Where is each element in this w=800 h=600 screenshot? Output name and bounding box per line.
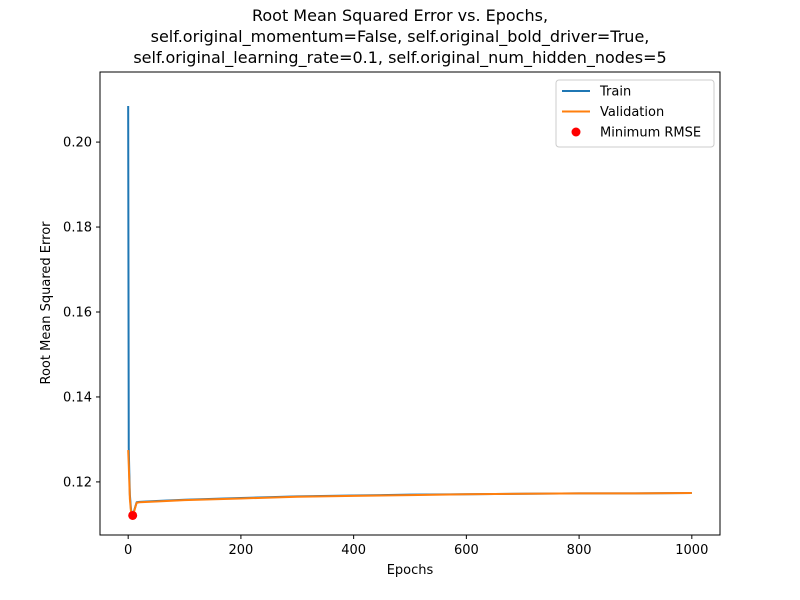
legend-box xyxy=(555,79,715,148)
chart-title-line-1: Root Mean Squared Error vs. Epochs, xyxy=(251,6,549,25)
minimum-rmse-marker xyxy=(128,510,138,520)
y-tick-label: 0.12 xyxy=(63,475,92,490)
y-tick-label: 0.16 xyxy=(63,305,92,320)
series-line-validation xyxy=(127,450,692,517)
x-tick-label: 200 xyxy=(228,543,253,558)
axes-frame xyxy=(99,71,721,536)
legend: Train Validation Minimum RMSE xyxy=(555,79,715,148)
legend-label-minimum-rmse: Minimum RMSE xyxy=(600,126,701,141)
legend-label-train: Train xyxy=(599,85,631,100)
y-axis-label: Root Mean Squared Error xyxy=(39,221,54,385)
axes: 0 200 400 600 800 1000 0.12 0.14 0.16 0.18 0.20 xyxy=(63,71,721,558)
x-tick-label: 0 xyxy=(124,543,132,558)
x-tick-label: 800 xyxy=(567,543,592,558)
y-tick-label: 0.20 xyxy=(63,136,92,151)
plot-area xyxy=(127,105,692,520)
x-tick-label: 400 xyxy=(341,543,366,558)
legend-swatch-minimum-rmse xyxy=(571,127,581,137)
x-tick-label: 600 xyxy=(454,543,479,558)
y-tick-label: 0.14 xyxy=(63,390,92,405)
x-axis-label: Epochs xyxy=(387,563,434,578)
y-tick-label: 0.18 xyxy=(63,221,92,236)
chart-title-line-2: self.original_momentum=False, self.origi… xyxy=(150,27,650,46)
chart-title-line-3: self.original_learning_rate=0.1, self.or… xyxy=(133,48,667,67)
legend-label-validation: Validation xyxy=(600,105,664,120)
x-tick-label: 1000 xyxy=(675,543,708,558)
series-line-train xyxy=(127,105,692,517)
